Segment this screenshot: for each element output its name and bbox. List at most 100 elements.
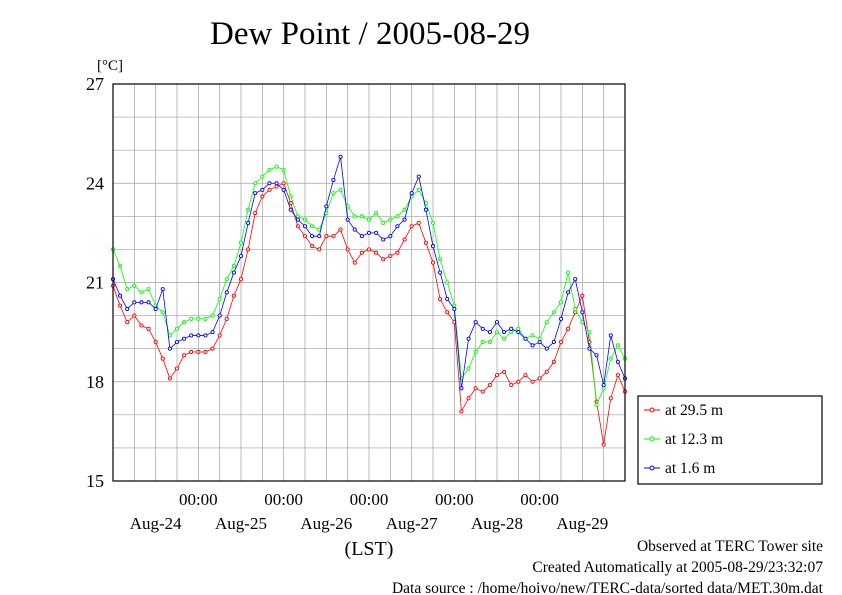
data-point [196,316,201,321]
legend-label: at 29.5 m [665,402,723,419]
legend: at 29.5 m at 12.3 m at 1.6 m [637,395,823,485]
data-point [352,214,357,219]
data-point [253,191,258,196]
data-point [331,234,336,239]
data-point [345,247,350,252]
data-point [366,217,372,222]
data-point [238,253,244,259]
data-point [445,296,450,302]
data-point [587,330,592,335]
x-day-label: Aug-24 [130,514,182,533]
x-axis-label: (LST) [345,538,394,560]
data-point [182,320,187,325]
data-point [310,234,315,239]
data-point [189,316,194,321]
footer-created: Created Automatically at 2005-08-29/23:3… [532,559,823,576]
data-point [210,330,215,335]
data-point [160,356,165,361]
data-point [381,220,386,225]
data-point [459,409,464,414]
data-point [494,320,500,325]
data-point [530,379,535,384]
data-point [487,383,492,388]
data-point [118,263,123,269]
data-point [580,293,585,298]
series-2 [110,164,628,407]
data-point [366,247,372,252]
x-time-tick-label: 00:00 [350,490,389,509]
data-point [423,240,428,245]
data-point [310,224,315,229]
data-point [338,187,343,192]
data-point [445,280,450,285]
data-point [416,174,421,179]
x-time-tick-label: 00:00 [264,490,303,509]
data-point [487,330,492,335]
data-point [324,234,329,239]
data-point [402,207,407,212]
data-point [189,333,194,338]
data-point [445,310,450,315]
data-point [509,326,514,331]
data-point [388,217,393,222]
data-point [338,154,343,159]
data-point [374,210,379,216]
series-1 [110,181,628,447]
data-point [374,230,379,235]
data-point [352,260,357,265]
data-point [359,214,364,219]
plot-frame [112,83,626,482]
data-point [295,224,300,229]
data-point [601,442,606,447]
data-point [217,313,222,318]
data-point [395,224,400,229]
data-point [246,220,251,225]
x-day-label: Aug-27 [386,514,438,533]
x-day-label: Aug-26 [300,514,352,533]
data-point [601,386,606,391]
data-point [153,306,158,312]
data-point [125,306,130,312]
data-point [267,187,272,192]
data-point [238,277,244,282]
data-point [359,234,364,239]
footer-data-source: Data source : /home/hoivo/new/TERC-data/… [392,580,824,595]
data-point [210,346,215,351]
data-point [153,339,158,345]
data-point [374,250,379,255]
data-point [132,283,137,288]
data-point [480,389,485,394]
data-point [246,207,251,212]
data-point [473,349,478,355]
data-point [494,330,500,335]
data-point [295,217,300,222]
x-day-label: Aug-28 [471,514,523,533]
data-point [217,333,222,338]
x-time-tick-label: 00:00 [435,490,474,509]
data-point [125,287,130,292]
data-point [438,257,443,262]
data-point [317,234,322,239]
data-point [558,300,564,305]
data-point [260,187,265,192]
data-point [196,349,201,355]
data-point [580,320,585,325]
data-point [395,214,400,219]
data-point [260,194,265,199]
data-point [480,339,485,345]
data-point [160,310,165,315]
data-point [139,300,144,305]
data-point [317,247,322,252]
data-point [118,303,123,308]
data-point [473,320,478,325]
data-point [409,224,414,229]
data-point [494,373,500,378]
data-point [608,396,613,401]
data-point [203,316,208,321]
data-point [231,270,236,275]
data-point [516,330,521,335]
grid [113,84,625,481]
data-point [132,313,137,318]
data-point [566,290,571,295]
data-point [231,263,236,269]
